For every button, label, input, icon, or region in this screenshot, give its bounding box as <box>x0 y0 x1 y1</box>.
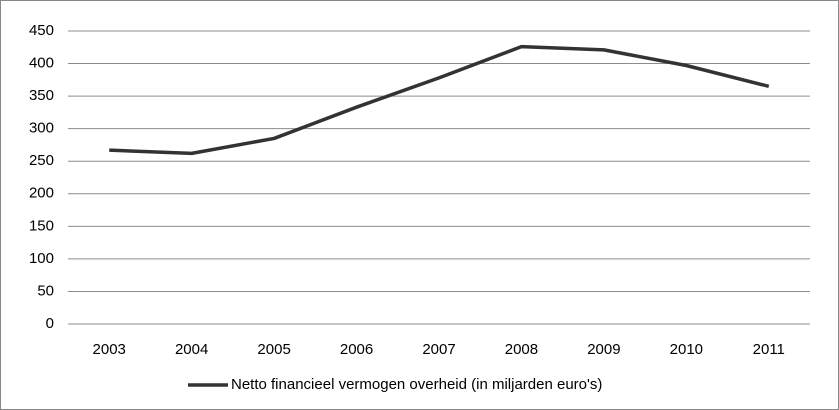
y-tick-label: 300 <box>29 120 54 137</box>
y-tick-label: 0 <box>46 315 54 332</box>
x-tick-label: 2004 <box>175 341 208 358</box>
x-tick-label: 2007 <box>422 341 455 358</box>
x-tick-label: 2006 <box>340 341 373 358</box>
y-tick-label: 400 <box>29 55 54 72</box>
x-tick-label: 2008 <box>505 341 538 358</box>
y-tick-label: 200 <box>29 185 54 202</box>
y-tick-label: 450 <box>29 22 54 39</box>
y-tick-label: 350 <box>29 87 54 104</box>
x-tick-label: 2009 <box>587 341 620 358</box>
data-line <box>109 44 770 156</box>
x-tick-label: 2011 <box>753 341 785 358</box>
y-tick-label: 50 <box>37 282 54 299</box>
y-tick-label: 250 <box>29 152 54 169</box>
x-tick-label: 2010 <box>670 341 703 358</box>
y-tick-label: 100 <box>29 250 54 267</box>
x-tick-label: 2005 <box>257 341 290 358</box>
y-tick-label: 150 <box>29 217 54 234</box>
legend-label: Netto financieel vermogen overheid (in m… <box>231 376 602 393</box>
x-tick-label: 2003 <box>93 341 126 358</box>
